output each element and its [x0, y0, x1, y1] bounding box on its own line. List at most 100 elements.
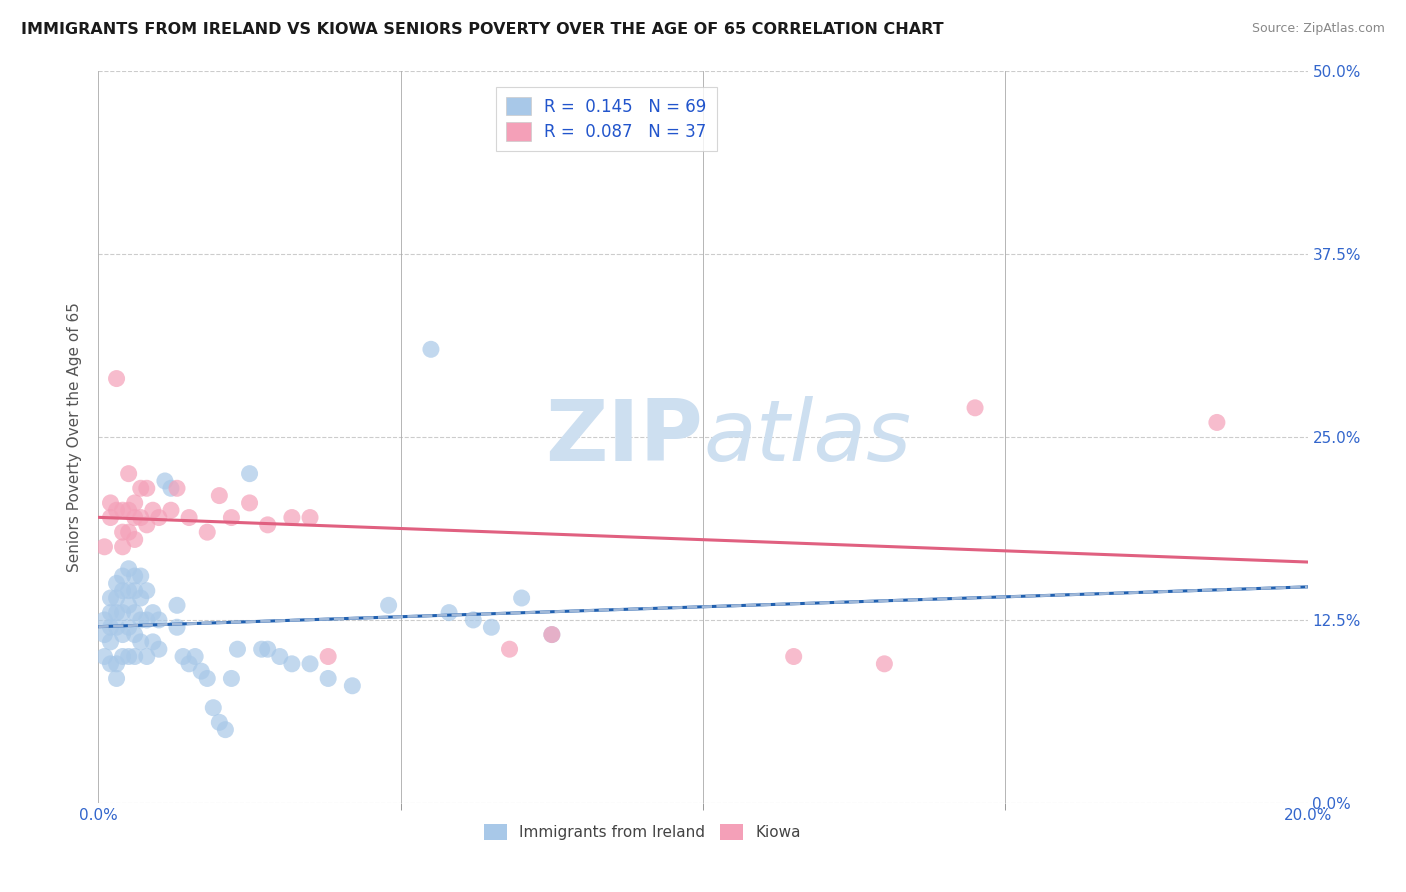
Point	[463, 613, 485, 627]
Point	[221, 510, 243, 524]
Point	[299, 510, 322, 524]
Point	[100, 620, 122, 634]
Point	[179, 510, 201, 524]
Point	[135, 481, 157, 495]
Text: IMMIGRANTS FROM IRELAND VS KIOWA SENIORS POVERTY OVER THE AGE OF 65 CORRELATION : IMMIGRANTS FROM IRELAND VS KIOWA SENIORS…	[21, 22, 943, 37]
Point	[190, 664, 212, 678]
Point	[129, 569, 152, 583]
Point	[118, 599, 141, 613]
Point	[481, 620, 503, 634]
Point	[124, 569, 146, 583]
Point	[783, 649, 806, 664]
Point	[105, 576, 128, 591]
Point	[100, 510, 122, 524]
Point	[202, 700, 225, 714]
Point	[118, 525, 141, 540]
Point	[118, 503, 141, 517]
Point	[118, 562, 141, 576]
Point	[256, 517, 278, 532]
Point	[105, 672, 128, 686]
Point	[195, 672, 218, 686]
Text: ZIP: ZIP	[546, 395, 703, 479]
Point	[135, 517, 157, 532]
Point	[118, 620, 141, 634]
Y-axis label: Seniors Poverty Over the Age of 65: Seniors Poverty Over the Age of 65	[67, 302, 83, 572]
Point	[226, 642, 249, 657]
Point	[221, 672, 243, 686]
Point	[316, 649, 339, 664]
Point	[105, 606, 128, 620]
Point	[124, 510, 146, 524]
Point	[111, 540, 134, 554]
Point	[142, 503, 165, 517]
Point	[93, 649, 115, 664]
Point	[208, 715, 231, 730]
Point	[135, 649, 157, 664]
Point	[540, 627, 562, 641]
Point	[142, 635, 165, 649]
Point	[965, 401, 987, 415]
Point	[208, 489, 231, 503]
Point	[100, 657, 122, 671]
Point	[124, 583, 146, 598]
Point	[111, 583, 134, 598]
Point	[195, 525, 218, 540]
Point	[498, 642, 520, 657]
Point	[118, 649, 141, 664]
Point	[148, 613, 170, 627]
Point	[118, 583, 141, 598]
Point	[111, 649, 134, 664]
Point	[148, 510, 170, 524]
Point	[281, 510, 304, 524]
Point	[129, 510, 152, 524]
Point	[129, 635, 152, 649]
Point	[1206, 416, 1229, 430]
Point	[105, 657, 128, 671]
Point	[166, 599, 188, 613]
Point	[142, 606, 165, 620]
Point	[256, 642, 278, 657]
Point	[111, 606, 134, 620]
Point	[269, 649, 291, 664]
Point	[124, 649, 146, 664]
Point	[129, 481, 152, 495]
Point	[377, 599, 399, 613]
Point	[100, 635, 122, 649]
Point	[111, 525, 134, 540]
Point	[166, 481, 188, 495]
Point	[540, 627, 562, 641]
Point	[129, 613, 152, 627]
Point	[160, 503, 183, 517]
Text: Source: ZipAtlas.com: Source: ZipAtlas.com	[1251, 22, 1385, 36]
Point	[105, 620, 128, 634]
Point	[239, 467, 262, 481]
Point	[100, 606, 122, 620]
Point	[184, 649, 207, 664]
Point	[148, 642, 170, 657]
Point	[166, 620, 188, 634]
Point	[129, 591, 152, 605]
Point	[93, 627, 115, 641]
Point	[100, 496, 122, 510]
Point	[510, 591, 533, 605]
Point	[124, 496, 146, 510]
Point	[179, 657, 201, 671]
Point	[153, 474, 176, 488]
Point	[342, 679, 364, 693]
Point	[93, 613, 115, 627]
Point	[239, 496, 262, 510]
Point	[105, 591, 128, 605]
Point	[316, 672, 339, 686]
Point	[299, 657, 322, 671]
Point	[873, 657, 896, 671]
Text: atlas: atlas	[703, 395, 911, 479]
Point	[250, 642, 273, 657]
Point	[118, 467, 141, 481]
Legend: Immigrants from Ireland, Kiowa: Immigrants from Ireland, Kiowa	[478, 818, 807, 847]
Point	[172, 649, 194, 664]
Point	[124, 627, 146, 641]
Point	[135, 613, 157, 627]
Point	[111, 503, 134, 517]
Point	[135, 583, 157, 598]
Point	[124, 606, 146, 620]
